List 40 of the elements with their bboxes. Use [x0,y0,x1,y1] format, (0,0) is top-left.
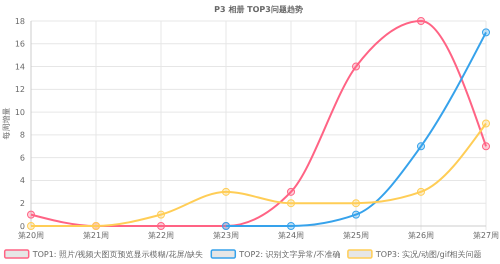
y-tick-label: 8 [20,130,25,140]
x-tick-label: 第23周 [212,231,240,240]
point [157,210,165,219]
point [27,210,35,219]
point [157,222,165,230]
x-tick-label: 第20周 [18,231,44,240]
point [222,188,230,196]
x-tick-label: 第26周 [408,231,434,240]
y-tick-label: 0 [20,222,25,231]
y-tick-label: 18 [14,16,25,26]
legend-label: TOP2: 识别文字异常/不准确 [238,250,340,259]
y-tick-label: 2 [20,199,25,208]
point [287,199,295,208]
y-tick-label: 4 [20,176,25,186]
x-tick-label: 第24周 [278,231,304,240]
point [417,17,425,25]
y-tick-label: 10 [14,108,25,117]
point [417,142,425,150]
point [287,222,295,230]
point [482,120,490,128]
point [417,188,425,196]
point [27,222,35,230]
chart-title: P3 相册 TOP3问题趋势 [214,5,303,14]
point [352,210,360,219]
x-tick-label: 第25周 [342,231,370,240]
legend-label: TOP3: 实况/动图/gif相关问题 [374,250,482,259]
point [287,188,295,196]
x-tick-label: 第21周 [82,231,110,240]
x-tick-label: 第27周 [472,231,500,240]
y-tick-label: 14 [14,62,25,72]
y-tick-label: 6 [20,153,25,162]
point [482,142,490,150]
y-axis-title: 每周增量 [2,108,11,140]
point [482,28,490,36]
point [352,62,360,71]
legend-label: TOP1: 照片/视频大图页预览显示模糊/花屏/缺失 [32,250,204,259]
x-tick-label: 第22周 [148,231,174,240]
y-tick-label: 16 [14,40,25,49]
y-tick-label: 12 [14,85,25,94]
point [352,199,360,208]
